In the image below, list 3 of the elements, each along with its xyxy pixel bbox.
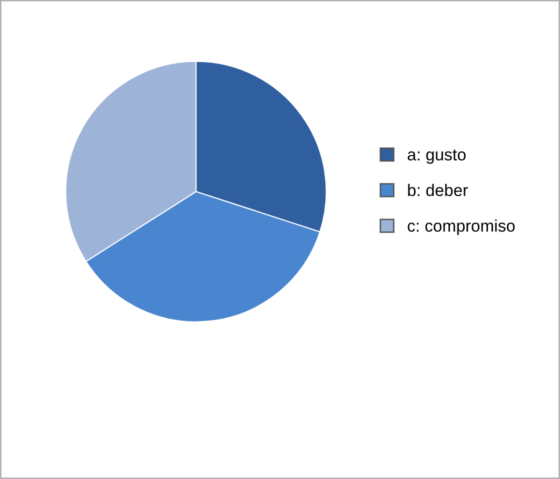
legend-label: b: deber: [408, 184, 468, 196]
legend-label: a: gusto: [408, 150, 466, 164]
legend-label: c: compromiso: [408, 220, 515, 236]
